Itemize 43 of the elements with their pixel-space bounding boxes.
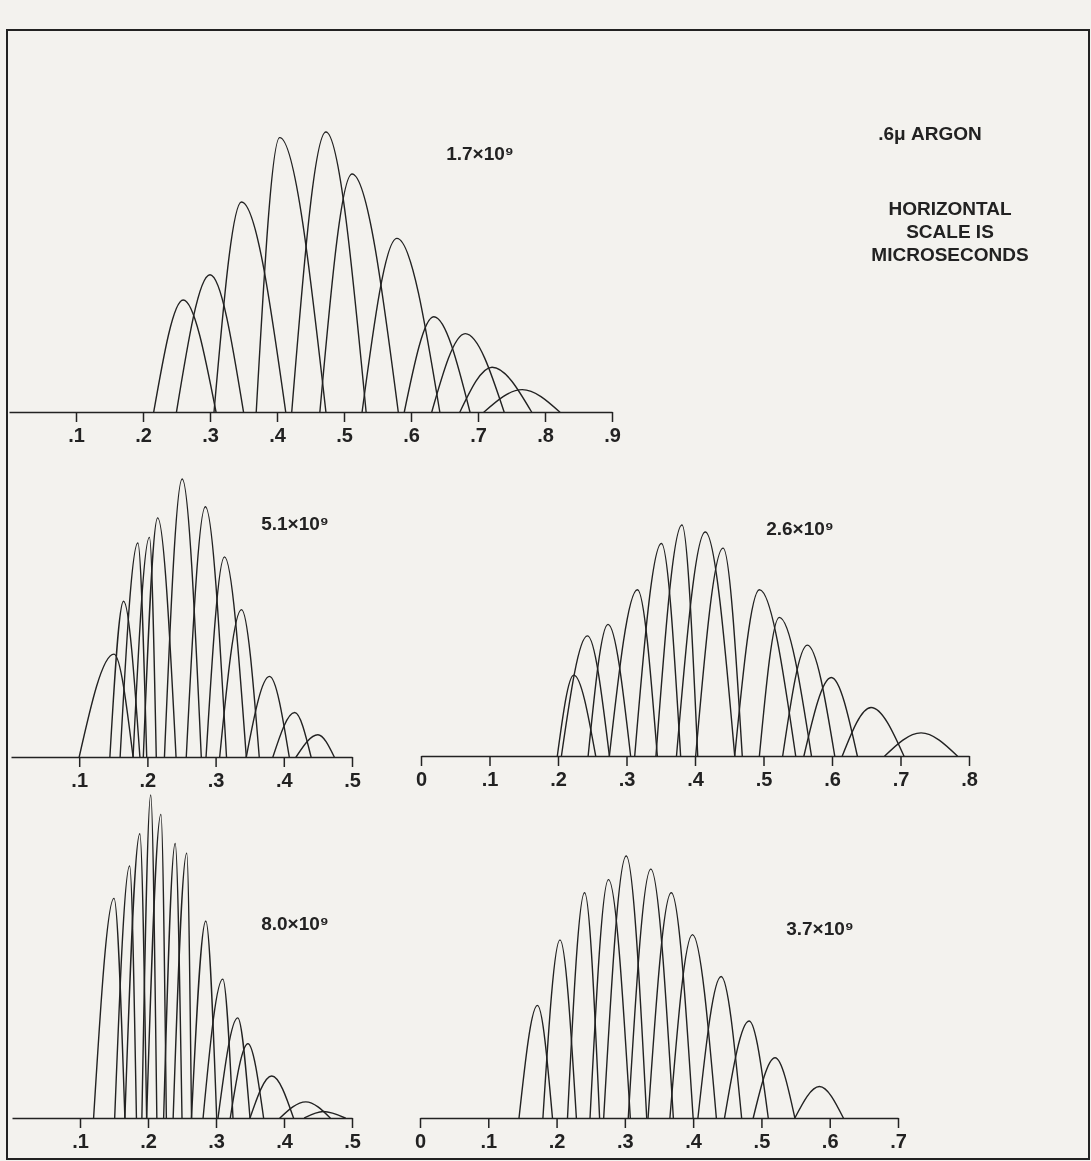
text: HORIZONTAL SCALE IS MICROSECONDS (871, 198, 1029, 265)
x-tick-label: .5 (344, 769, 361, 792)
x-tick-label: .2 (135, 424, 152, 447)
x-tick-label: .7 (890, 1130, 907, 1153)
x-tick-label: .9 (604, 424, 621, 447)
x-tick-label: .1 (72, 1130, 89, 1153)
x-tick-label: .3 (207, 769, 225, 792)
x-tick-label: .3 (202, 424, 219, 447)
x-tick-label: .1 (481, 768, 499, 791)
x-tick-label: .6 (821, 1130, 839, 1153)
x-tick-label: .5 (753, 1130, 771, 1153)
annotation: 3.7×10⁹ (786, 918, 854, 939)
x-tick-label: .3 (617, 1130, 634, 1153)
x-tick-label: .2 (140, 1130, 157, 1153)
x-tick-label: .4 (687, 768, 705, 791)
x-tick-label: .7 (892, 768, 910, 791)
x-tick-label: .4 (276, 1130, 294, 1153)
x-tick-label: .2 (139, 769, 157, 792)
x-tick-label: .2 (548, 1130, 566, 1153)
x-tick-label: .5 (344, 1130, 361, 1153)
x-tick-label: .1 (71, 769, 89, 792)
x-tick-label: .6 (403, 424, 420, 447)
x-tick-label: .1 (68, 424, 85, 447)
x-tick-label: .5 (336, 424, 353, 447)
x-tick-label: .4 (275, 769, 294, 792)
annotation: 2.6×10⁹ (766, 518, 834, 539)
x-tick-label: .3 (208, 1130, 225, 1153)
x-tick-label: .8 (961, 768, 978, 791)
x-tick-label: 0 (414, 1130, 427, 1153)
x-tick-label: .3 (618, 768, 636, 791)
x-tick-label: .8 (537, 424, 554, 447)
text: .6μ ARGON (878, 123, 982, 144)
x-tick-label: .4 (685, 1130, 703, 1153)
x-tick-label: .7 (470, 424, 487, 447)
annotation: 1.7×10⁹ (446, 143, 514, 164)
annotation: 8.0×10⁹ (261, 913, 329, 934)
x-tick-label: .5 (755, 768, 773, 791)
x-tick-label: .1 (480, 1130, 498, 1153)
annotation: 5.1×10⁹ (261, 513, 329, 534)
x-tick-label: .4 (269, 424, 287, 447)
x-tick-label: 0 (415, 768, 428, 791)
x-tick-label: .6 (824, 768, 841, 791)
x-tick-label: .2 (550, 768, 567, 791)
